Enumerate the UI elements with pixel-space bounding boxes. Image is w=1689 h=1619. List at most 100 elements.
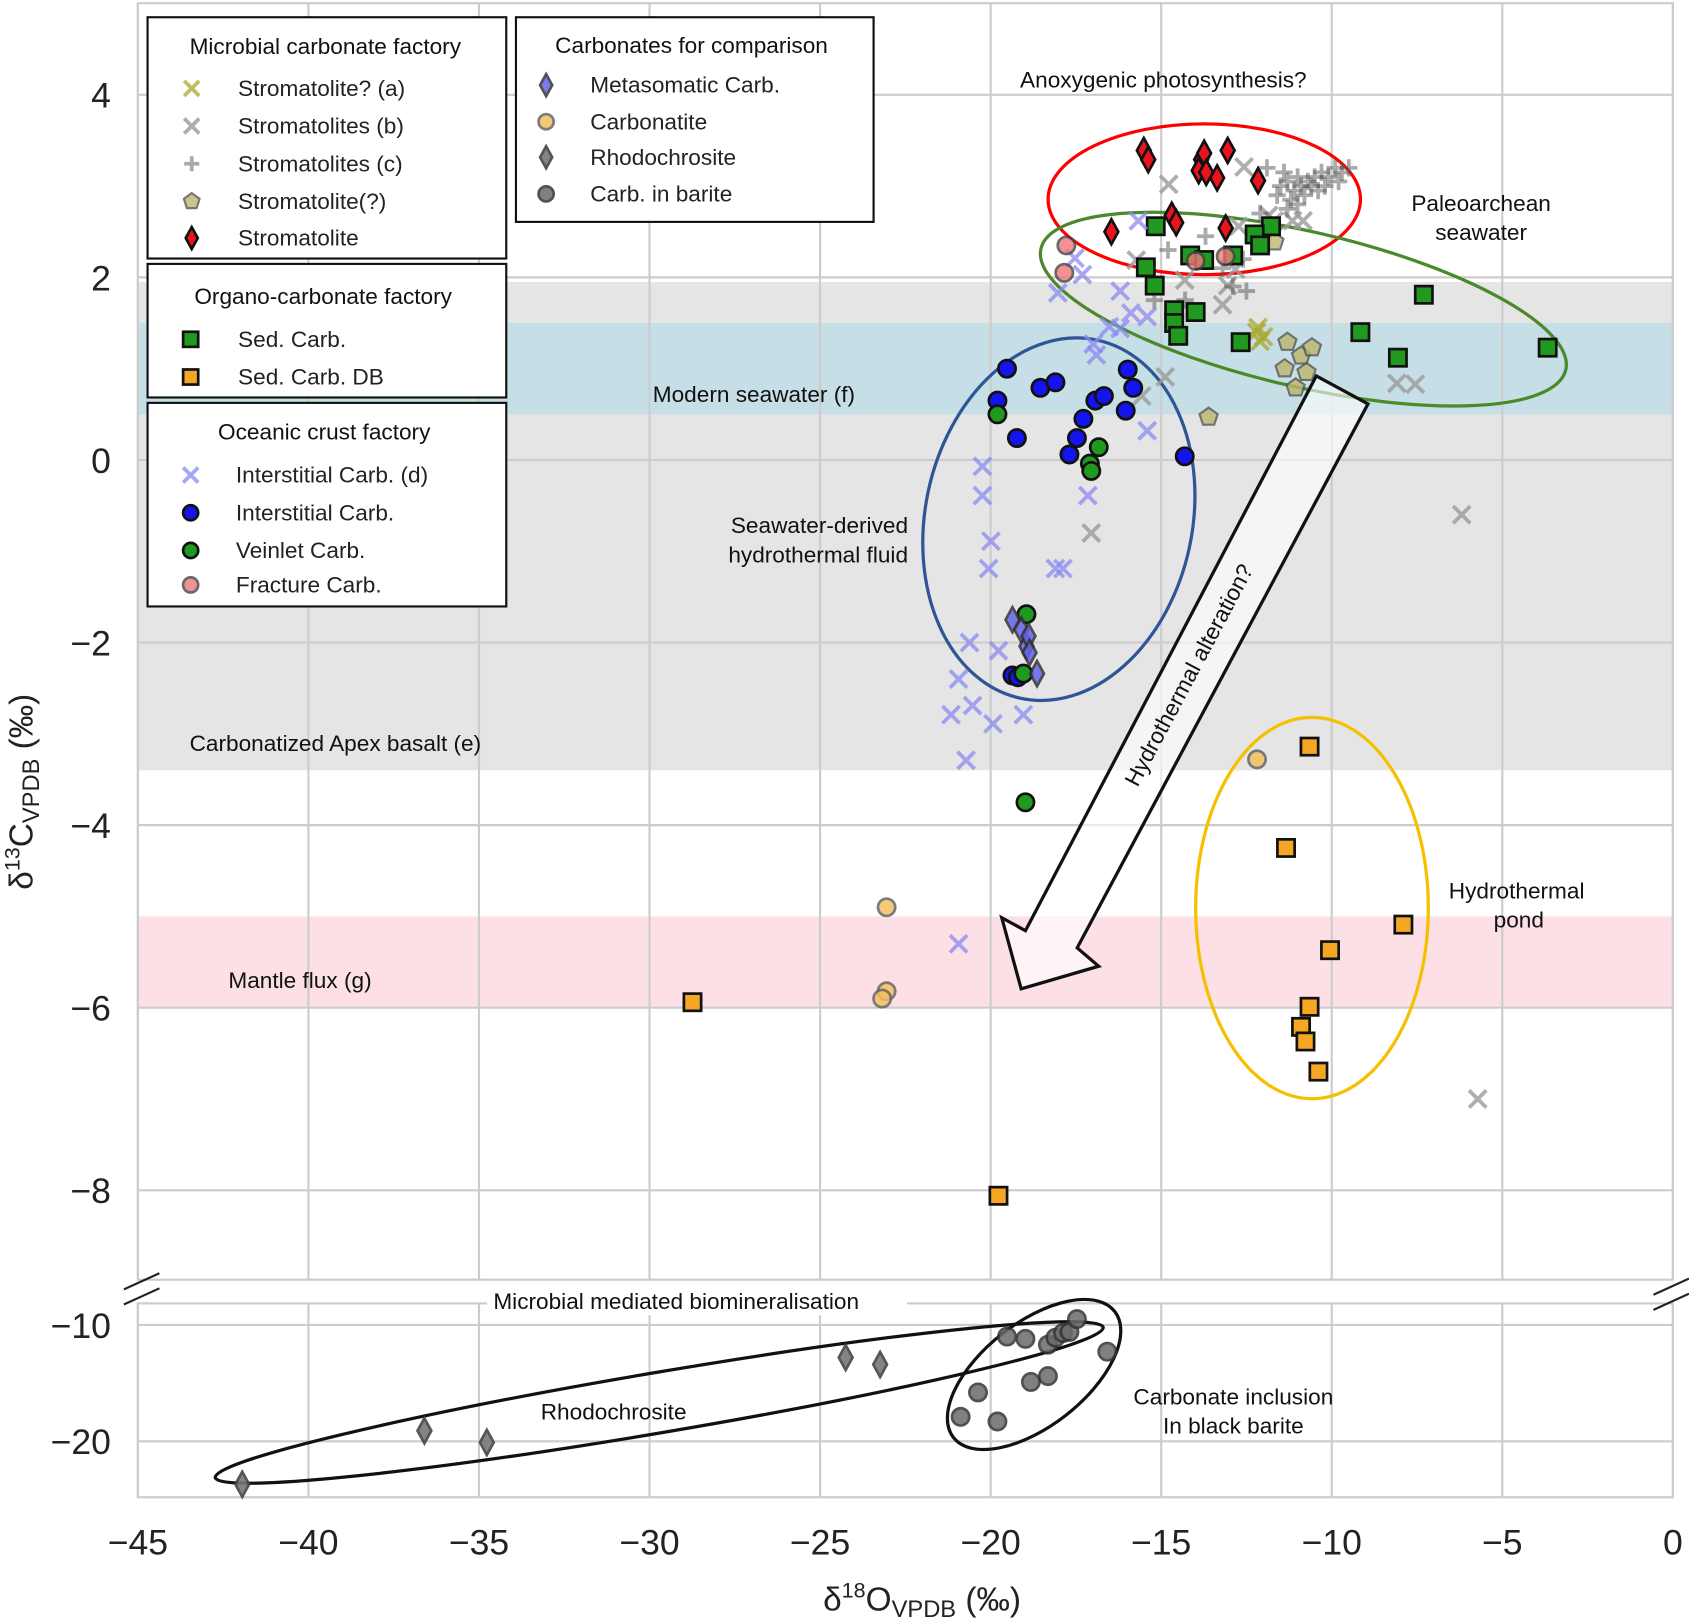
series-stromatolites-b- (1081, 156, 1488, 1109)
circle-mark (950, 1406, 971, 1427)
data-point (1185, 302, 1206, 323)
data-point (1006, 428, 1027, 449)
x-mark (1081, 523, 1102, 543)
data-point (1137, 306, 1158, 327)
data-point (415, 1415, 433, 1447)
legend-box (146, 401, 508, 608)
data-point (1393, 914, 1414, 935)
data-point (1045, 558, 1066, 579)
data-point (233, 1469, 251, 1500)
diamond-mark (1208, 162, 1226, 194)
x-mark (948, 933, 969, 954)
diamond-mark (1249, 165, 1267, 196)
circle-mark (872, 988, 893, 1009)
data-point (1215, 246, 1236, 267)
diamond-mark (1028, 658, 1046, 689)
x-tick-label: −30 (619, 1522, 679, 1562)
y-tick-label: −2 (70, 623, 111, 663)
x-mark (1467, 1089, 1488, 1109)
square-mark (1276, 837, 1296, 858)
data-point (1066, 428, 1087, 449)
diamond-mark (1219, 135, 1237, 166)
plus-mark (1258, 159, 1276, 177)
x-mark (1128, 210, 1149, 231)
circle-mark (1097, 1341, 1118, 1362)
square-mark (1144, 275, 1165, 296)
x-mark (1253, 326, 1274, 347)
data-point (682, 992, 703, 1013)
data-point (1258, 159, 1276, 177)
square-mark (1299, 736, 1320, 757)
circle-mark (1088, 437, 1109, 458)
label-rhodochrosite: Rhodochrosite (541, 1400, 687, 1425)
data-point (988, 1185, 1009, 1206)
data-point (1251, 204, 1269, 223)
label-carbonate-inclusion-2: In black barite (1163, 1414, 1304, 1439)
y-tick-label: 0 (91, 441, 111, 481)
data-point (997, 358, 1017, 379)
legend-item-label: Fracture Carb. (236, 572, 382, 597)
legend-marker (184, 156, 200, 172)
x-tick-label: −45 (108, 1522, 168, 1562)
label-paleoarchean-2: seawater (1435, 220, 1527, 245)
plus-mark (1268, 186, 1286, 204)
circle-mark (1006, 428, 1027, 449)
plus-mark (1275, 163, 1293, 182)
label-anoxygenic: Anoxygenic photosynthesis? (1020, 67, 1307, 92)
y-tick-label: −10 (51, 1306, 111, 1346)
data-point (1413, 284, 1434, 305)
legend-marker (181, 541, 200, 560)
data-point (1159, 241, 1177, 259)
circle-mark (1045, 372, 1066, 393)
circle-mark (1215, 246, 1236, 267)
plus-mark (1295, 186, 1314, 204)
legend-item-label: Sed. Carb. (238, 327, 346, 352)
circle-mark (537, 185, 556, 203)
data-point (1021, 637, 1038, 668)
legend-box (514, 16, 875, 223)
legend-item-label: Interstitial Carb. (d) (236, 463, 428, 488)
x-mark (1137, 420, 1158, 441)
pentagon-mark (1301, 336, 1323, 357)
data-point (1451, 504, 1472, 525)
data-point (1277, 331, 1298, 351)
y-axis-label: δ13CVPDB (‰) (0, 694, 44, 890)
data-point (1234, 156, 1255, 177)
x-mark (983, 713, 1003, 734)
data-point (1123, 377, 1144, 398)
circle-mark (181, 576, 200, 594)
square-mark (1299, 996, 1320, 1017)
legend-title: Carbonates for comparison (555, 33, 828, 58)
square-mark (682, 992, 703, 1013)
y-tick-label: −20 (51, 1422, 111, 1462)
data-point (1295, 186, 1314, 204)
data-point (1047, 282, 1068, 303)
y-tick-label: 2 (91, 258, 111, 298)
data-point (1174, 446, 1195, 467)
tick-labels: −45 −40 −35 −30 −25 −20 −15 −10 −5 0 4 2 0 −2 −4 −6 −8 −1… (51, 76, 1683, 1563)
data-point (1340, 159, 1358, 177)
circle-mark (968, 1382, 988, 1403)
x-mark (962, 695, 983, 716)
square-mark (1350, 322, 1371, 343)
data-point (1052, 558, 1073, 579)
series-veinlet-carb- (987, 404, 1109, 813)
data-point (1072, 264, 1093, 285)
circle-mark (1066, 428, 1087, 449)
legend-marker (182, 191, 201, 210)
circle-mark (1081, 460, 1102, 481)
data-point (1293, 210, 1314, 231)
x-tick-label: −15 (1131, 1522, 1191, 1562)
series-stromatolite-a- (1246, 317, 1274, 352)
data-point (1155, 366, 1176, 387)
diamond-mark (415, 1415, 433, 1447)
data-point (948, 933, 969, 954)
square-mark (1413, 284, 1434, 305)
data-point (1320, 940, 1340, 961)
x-mark (1228, 216, 1249, 237)
circle-mark (876, 897, 897, 918)
series-carbonatite (872, 749, 1268, 1009)
diamond-mark (538, 71, 554, 99)
square-mark (1135, 257, 1156, 278)
plus-mark (1237, 282, 1256, 300)
